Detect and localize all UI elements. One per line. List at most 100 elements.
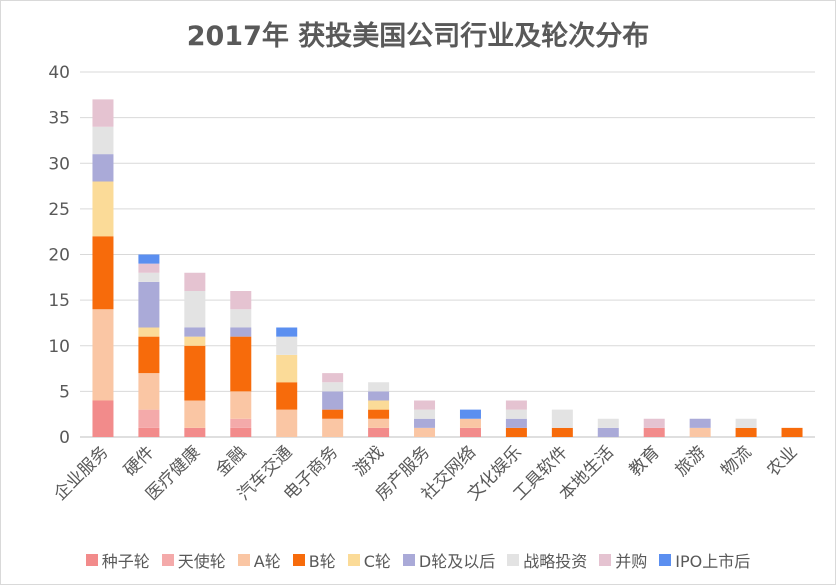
x-tick-label: 农业 xyxy=(763,442,801,480)
y-tick-label: 40 xyxy=(48,63,70,83)
bar-segment xyxy=(414,409,436,419)
legend-item: 种子轮 xyxy=(85,548,150,572)
bar-segment xyxy=(322,409,344,419)
legend-label: 天使轮 xyxy=(177,552,226,571)
legend-item: IPO上市后 xyxy=(659,548,750,572)
bar-segment xyxy=(781,427,803,437)
bar-segment xyxy=(368,382,390,392)
legend-label: 种子轮 xyxy=(101,552,150,571)
bar-segment xyxy=(230,309,252,328)
bar-segment xyxy=(138,272,160,282)
legend-item: B轮 xyxy=(292,548,336,572)
bar-segment xyxy=(138,409,160,428)
bar-segment xyxy=(184,345,206,401)
legend-swatch xyxy=(85,554,98,566)
legend-item: A轮 xyxy=(237,548,281,572)
legend-swatch xyxy=(599,554,612,566)
x-tick-label: 游戏 xyxy=(350,442,388,480)
bar-segment xyxy=(689,427,711,437)
y-tick-label: 25 xyxy=(48,200,70,220)
bar-segment xyxy=(92,400,114,437)
bar-segment xyxy=(92,126,114,155)
bar-segment xyxy=(138,281,160,328)
bar-segment xyxy=(368,391,390,401)
x-tick-label: 旅游 xyxy=(672,442,710,480)
bar-segment xyxy=(92,154,114,182)
bar-segment xyxy=(230,336,252,392)
bar-segment xyxy=(322,391,344,410)
bar-segment xyxy=(643,427,665,437)
bar-segment xyxy=(322,382,344,392)
bar-segment xyxy=(551,409,573,428)
legend-item: 战略投资 xyxy=(507,548,587,572)
legend-swatch xyxy=(347,554,360,566)
bar-segment xyxy=(276,409,298,437)
bar-segment xyxy=(138,254,160,264)
bar-segment xyxy=(276,354,298,383)
bar-segment xyxy=(597,418,619,428)
chart-title: 2017年 获投美国公司行业及轮次分布 xyxy=(186,21,650,52)
legend-swatch xyxy=(161,554,174,566)
legend-swatch xyxy=(292,554,305,566)
bar-segment xyxy=(735,427,757,437)
bar-segment xyxy=(230,327,252,337)
x-tick-label: 金融 xyxy=(212,442,250,480)
bar-segment xyxy=(322,373,344,383)
bar-segment xyxy=(184,291,206,328)
bar-segment xyxy=(92,309,114,401)
x-tick-label: 教育 xyxy=(626,442,664,480)
bar-segment xyxy=(138,427,160,437)
bar-segment xyxy=(230,291,252,310)
bar-segment xyxy=(322,418,344,437)
legend-swatch xyxy=(507,554,520,566)
legend-label: 并购 xyxy=(615,552,648,571)
bar-segment xyxy=(597,427,619,437)
bar-segment xyxy=(414,427,436,437)
legend-label: B轮 xyxy=(308,552,336,571)
legend-label: C轮 xyxy=(363,552,391,571)
x-tick-label: 企业服务 xyxy=(50,442,112,504)
x-tick-label: 硬件 xyxy=(120,442,158,480)
bar-segment xyxy=(92,236,114,310)
bar-segment xyxy=(459,409,481,419)
bar-segment xyxy=(184,400,206,428)
bar-segment xyxy=(276,382,298,410)
bar-segment xyxy=(138,336,160,374)
legend-label: D轮及以后 xyxy=(418,552,496,571)
bar-segment xyxy=(551,427,573,437)
legend-item: C轮 xyxy=(347,548,391,572)
bar-segment xyxy=(92,99,114,127)
bar-segment xyxy=(230,391,252,419)
bar-segment xyxy=(276,327,298,337)
bar-segment xyxy=(368,409,390,419)
y-tick-label: 30 xyxy=(48,154,70,174)
legend-label: 战略投资 xyxy=(523,552,588,571)
bar-segment xyxy=(689,418,711,428)
bar-segment xyxy=(505,418,527,428)
x-tick-label: 物流 xyxy=(717,442,755,480)
bar-segment xyxy=(643,418,665,428)
bar-segment xyxy=(138,263,160,273)
y-tick-label: 0 xyxy=(59,428,70,448)
legend-label: IPO上市后 xyxy=(675,552,751,571)
legend-swatch xyxy=(402,554,415,566)
bar-segment xyxy=(459,418,481,428)
legend-item: 并购 xyxy=(599,548,647,572)
bar-segment xyxy=(735,418,757,428)
legend-item: D轮及以后 xyxy=(402,548,496,572)
bar-segment xyxy=(368,427,390,437)
bar-segment xyxy=(368,400,390,410)
bar-segment xyxy=(505,400,527,410)
bar-segment xyxy=(368,418,390,428)
bar-segment xyxy=(92,181,114,237)
legend-swatch xyxy=(237,554,250,566)
bar-segment xyxy=(184,336,206,346)
bar-segment xyxy=(230,427,252,437)
bar-segment xyxy=(184,327,206,337)
bar-segment xyxy=(276,336,298,355)
bar-segment xyxy=(459,427,481,437)
bar-segment xyxy=(184,427,206,437)
bar-segment xyxy=(230,418,252,428)
bar-segment xyxy=(138,327,160,337)
